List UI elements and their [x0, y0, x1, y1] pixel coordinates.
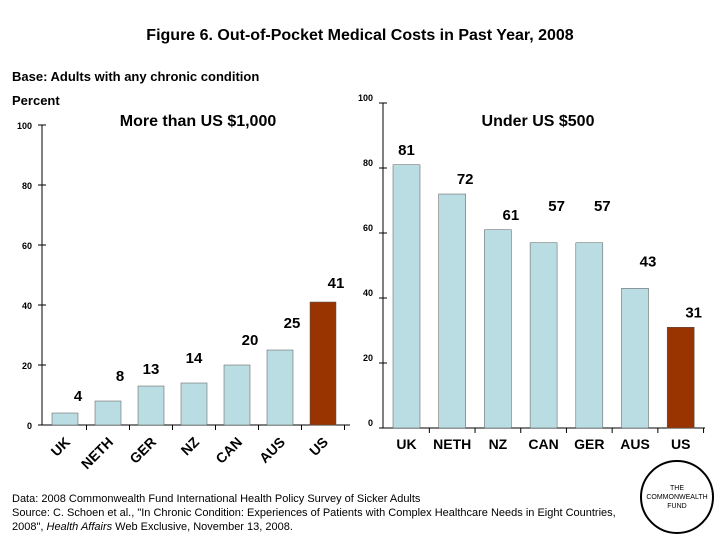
chart-subtitle: Base: Adults with any chronic condition	[12, 69, 259, 84]
category-label: NZ	[489, 436, 508, 452]
bar	[621, 288, 649, 429]
panel-1: 0 20 40 60 80 100 81 UK 72 NETH 61 NZ 57 CAN 57 GER 43 AU…	[358, 93, 705, 452]
category-label: CAN	[528, 436, 558, 452]
category-label: GER	[126, 434, 159, 467]
bar	[438, 193, 466, 429]
bar	[529, 242, 558, 429]
bar	[137, 385, 165, 426]
data-label: 57	[548, 198, 565, 215]
data-label: 43	[640, 253, 657, 270]
data-label: 14	[186, 350, 203, 367]
category-label: US	[671, 436, 690, 452]
y-tick-label: 80	[363, 158, 373, 168]
svg-text:COMMONWEALTH: COMMONWEALTH	[646, 494, 707, 501]
bar	[94, 400, 122, 426]
y-tick-label: 60	[363, 223, 373, 233]
category-label: NETH	[433, 436, 471, 452]
commonwealth-fund-logo: THE COMMONWEALTH FUND	[640, 460, 714, 534]
y-tick-label: 0	[27, 421, 32, 431]
chart-title: Figure 6. Out-of-Pocket Medical Costs in…	[146, 27, 574, 44]
left-panel-title: More than US $1,000	[120, 113, 277, 130]
y-tick-label: 60	[22, 241, 32, 251]
bar	[666, 327, 695, 429]
category-label: AUS	[620, 436, 650, 452]
bar	[309, 301, 337, 426]
y-axis-label: Percent	[12, 93, 60, 108]
bar	[266, 349, 294, 426]
data-label: 57	[594, 198, 611, 215]
bar	[484, 229, 512, 429]
y-tick-label: 100	[358, 93, 373, 103]
category-label: NETH	[78, 434, 116, 472]
category-label: NZ	[178, 433, 203, 458]
panel-0: 0 20 40 60 80 100 4 UK 8 NETH 13 GER 14 NZ 20 CAN 25 AUS 4…	[17, 121, 350, 472]
data-label: 8	[116, 368, 124, 385]
data-label: 25	[284, 315, 301, 332]
y-tick-label: 20	[22, 361, 32, 371]
y-tick-label: 40	[363, 288, 373, 298]
data-label: 81	[398, 142, 415, 159]
svg-text:THE: THE	[670, 485, 684, 492]
svg-text:FUND: FUND	[667, 503, 686, 510]
bar	[575, 242, 604, 429]
citation: Source: C. Schoen et al., "In Chronic Co…	[12, 507, 616, 533]
data-label: 72	[457, 171, 474, 188]
data-label: 13	[143, 361, 160, 378]
data-label: 20	[242, 332, 259, 349]
data-label: 61	[503, 207, 520, 224]
data-label: 31	[685, 304, 702, 321]
bar	[51, 412, 79, 426]
bar	[223, 364, 251, 426]
data-label: 4	[74, 388, 83, 405]
y-tick-label: 80	[22, 181, 32, 191]
y-tick-label: 40	[22, 301, 32, 311]
y-tick-label: 100	[17, 121, 32, 131]
category-label: GER	[574, 436, 604, 452]
category-label: US	[306, 434, 331, 459]
bar	[392, 164, 421, 429]
data-source: Data: 2008 Commonwealth Fund Internation…	[12, 493, 421, 505]
y-tick-label: 0	[368, 418, 373, 428]
y-tick-label: 20	[363, 353, 373, 363]
category-label: AUS	[256, 434, 288, 466]
category-label: UK	[47, 434, 73, 460]
right-panel-title: Under US $500	[482, 113, 595, 130]
bar	[180, 382, 208, 426]
category-label: CAN	[212, 434, 245, 467]
source-note: Data: 2008 Commonwealth Fund Internation…	[12, 492, 632, 534]
data-label: 41	[328, 275, 345, 292]
category-label: UK	[396, 436, 416, 452]
